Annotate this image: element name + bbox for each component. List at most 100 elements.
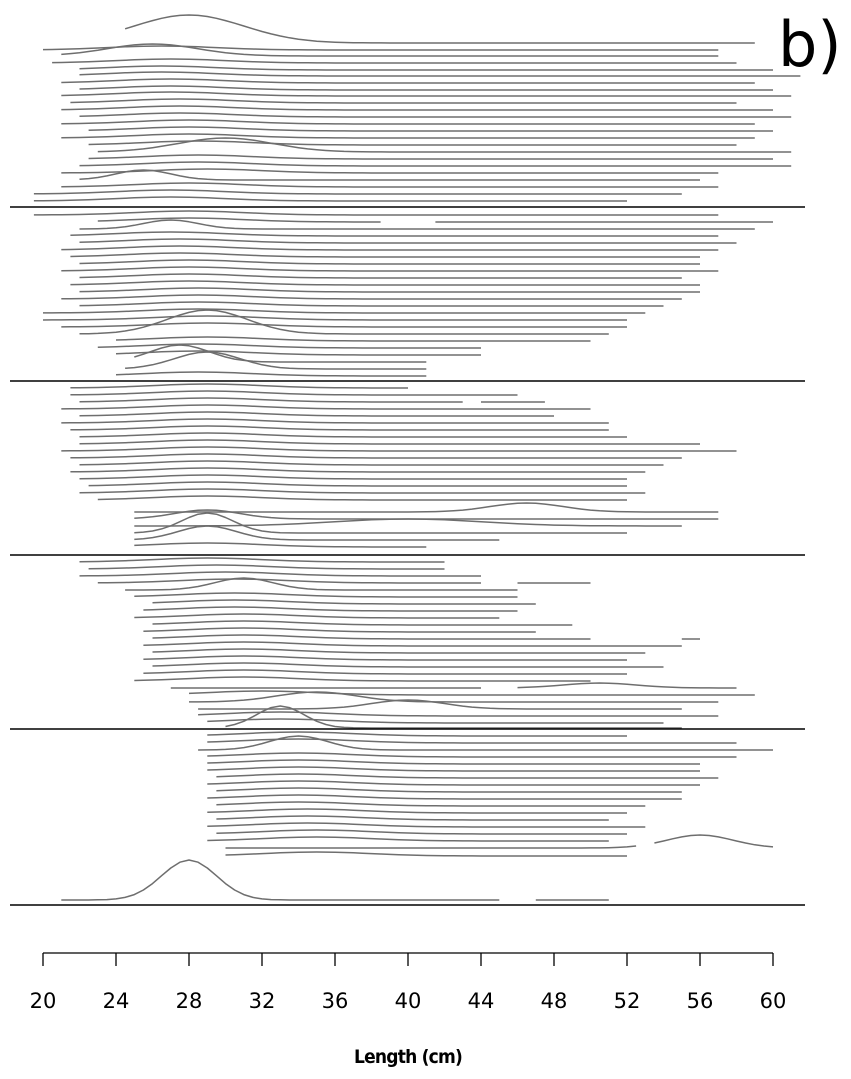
length-profile — [207, 752, 737, 758]
length-profile — [42, 45, 719, 51]
length-profile — [198, 711, 719, 717]
group-baselines — [10, 206, 805, 906]
x-tick-label: 24 — [103, 989, 130, 1013]
length-profile — [79, 112, 792, 118]
length-profile — [125, 351, 427, 370]
length-profile — [225, 851, 627, 857]
length-profile — [33, 210, 719, 216]
length-profile — [61, 266, 719, 272]
length-profile — [79, 439, 700, 445]
length-profile — [216, 787, 682, 793]
length-profile — [79, 301, 664, 307]
length-profile — [152, 634, 700, 640]
length-profile — [152, 620, 573, 626]
length-profile — [61, 446, 737, 452]
x-axis: 20 24 28 32 36 40 44 48 52 56 60 — [30, 952, 787, 1013]
length-profile — [207, 808, 627, 814]
length-profile — [143, 606, 518, 612]
length-profile — [207, 780, 700, 786]
length-profile — [207, 794, 682, 800]
length-profile — [70, 383, 408, 389]
length-profile — [134, 542, 427, 548]
length-profile — [79, 432, 627, 438]
length-profile — [97, 217, 773, 223]
x-tick-label: 28 — [176, 989, 203, 1013]
length-profile — [134, 518, 682, 527]
length-profile — [115, 336, 591, 342]
length-profile — [143, 641, 682, 647]
length-profile — [134, 512, 627, 534]
length-profile — [61, 133, 755, 139]
x-tick-label: 32 — [249, 989, 276, 1013]
length-profile — [216, 801, 646, 807]
length-profile — [79, 219, 755, 230]
length-profile — [207, 759, 700, 765]
x-tick-label: 20 — [30, 989, 57, 1013]
length-profile — [97, 578, 591, 584]
length-profile — [143, 627, 536, 633]
x-tick-label: 52 — [614, 989, 641, 1013]
length-profile — [79, 169, 700, 181]
length-profile — [70, 453, 682, 459]
length-profile — [61, 294, 682, 300]
x-axis-ticks: 20 24 28 32 36 40 44 48 52 56 60 — [30, 953, 787, 1013]
length-profile — [198, 699, 682, 710]
length-profile — [52, 58, 737, 64]
length-profile — [61, 168, 719, 174]
length-profile — [134, 525, 500, 541]
length-profile — [43, 308, 646, 314]
length-profile — [70, 467, 646, 473]
length-profile — [79, 259, 700, 265]
panel-label: b) — [778, 8, 842, 81]
length-profile — [61, 182, 719, 188]
length-profile — [225, 705, 682, 729]
length-profile — [88, 126, 773, 132]
x-tick-label: 56 — [687, 989, 714, 1013]
length-profile — [61, 245, 719, 251]
length-profile — [207, 731, 627, 737]
length-profile — [207, 822, 646, 828]
length-profile — [61, 91, 792, 97]
x-tick-label: 36 — [322, 989, 349, 1013]
length-profile — [152, 599, 536, 605]
length-profile — [207, 738, 737, 744]
x-tick-label: 60 — [760, 989, 787, 1013]
length-profile — [198, 735, 773, 751]
length-profile — [134, 676, 591, 682]
length-profile — [33, 196, 627, 202]
length-profile — [79, 309, 609, 335]
x-tick-label: 40 — [395, 989, 422, 1013]
length-profile — [70, 98, 737, 104]
length-profile — [188, 690, 755, 696]
x-axis-title: Length (cm) — [354, 1046, 462, 1068]
length-profile — [152, 662, 664, 668]
length-profile — [134, 613, 500, 619]
length-profile — [33, 189, 682, 195]
length-profile — [61, 404, 591, 410]
length-profile — [125, 577, 518, 591]
length-profile — [143, 669, 627, 675]
length-profile — [134, 592, 518, 598]
length-profile — [207, 766, 700, 772]
length-profile — [79, 488, 646, 494]
length-profile — [216, 829, 627, 835]
length-profile — [189, 691, 719, 703]
length-profile — [79, 411, 554, 417]
length-profile — [61, 322, 627, 328]
length-profile — [79, 571, 481, 577]
length-profile — [79, 474, 627, 480]
length-profile — [88, 481, 627, 487]
length-profile — [152, 648, 646, 654]
length-profile — [88, 564, 445, 570]
length-profile — [207, 836, 609, 842]
length-profile — [70, 231, 719, 237]
length-profile — [115, 371, 427, 377]
length-profile — [79, 397, 545, 403]
length-profile — [134, 344, 427, 363]
length-profile — [225, 834, 774, 849]
length-profile — [79, 460, 664, 466]
length-profile — [61, 43, 719, 57]
length-profile — [97, 137, 792, 153]
length-profile — [97, 495, 627, 501]
